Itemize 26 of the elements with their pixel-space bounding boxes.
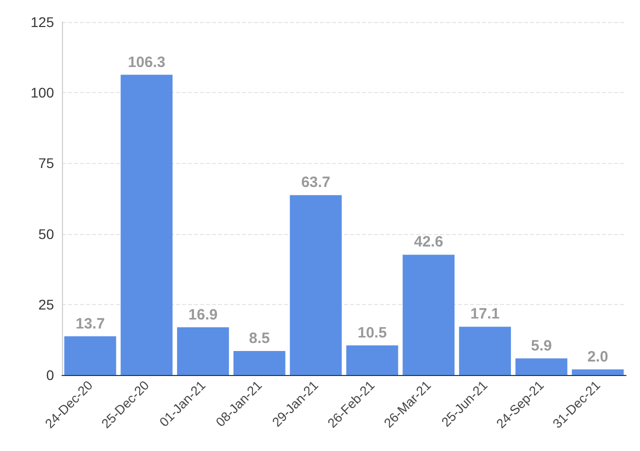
bar [572,369,624,375]
data-label: 13.7 [76,315,105,332]
y-tick-label: 75 [38,155,54,172]
y-tick-label: 100 [30,84,54,101]
bar [402,254,455,375]
bar [177,327,229,375]
bar [64,336,116,375]
data-label: 63.7 [301,174,330,192]
data-label: 2.0 [587,348,608,366]
data-label: 16.9 [188,306,218,324]
data-label: 17.1 [470,306,500,323]
y-tick-label: 0 [46,367,54,383]
data-label: 106.3 [128,54,166,71]
data-label: 42.6 [414,234,444,251]
y-tick-label: 25 [38,296,54,312]
data-label: 8.5 [248,330,270,347]
data-label: 10.5 [358,324,387,342]
bar [459,326,511,375]
bar [233,350,286,375]
data-label: 5.9 [530,337,552,354]
bar [290,195,342,375]
bar [515,358,568,375]
bar [120,74,173,375]
y-tick-label: 125 [30,14,54,30]
bar [346,345,398,375]
y-tick-label: 50 [38,226,54,242]
